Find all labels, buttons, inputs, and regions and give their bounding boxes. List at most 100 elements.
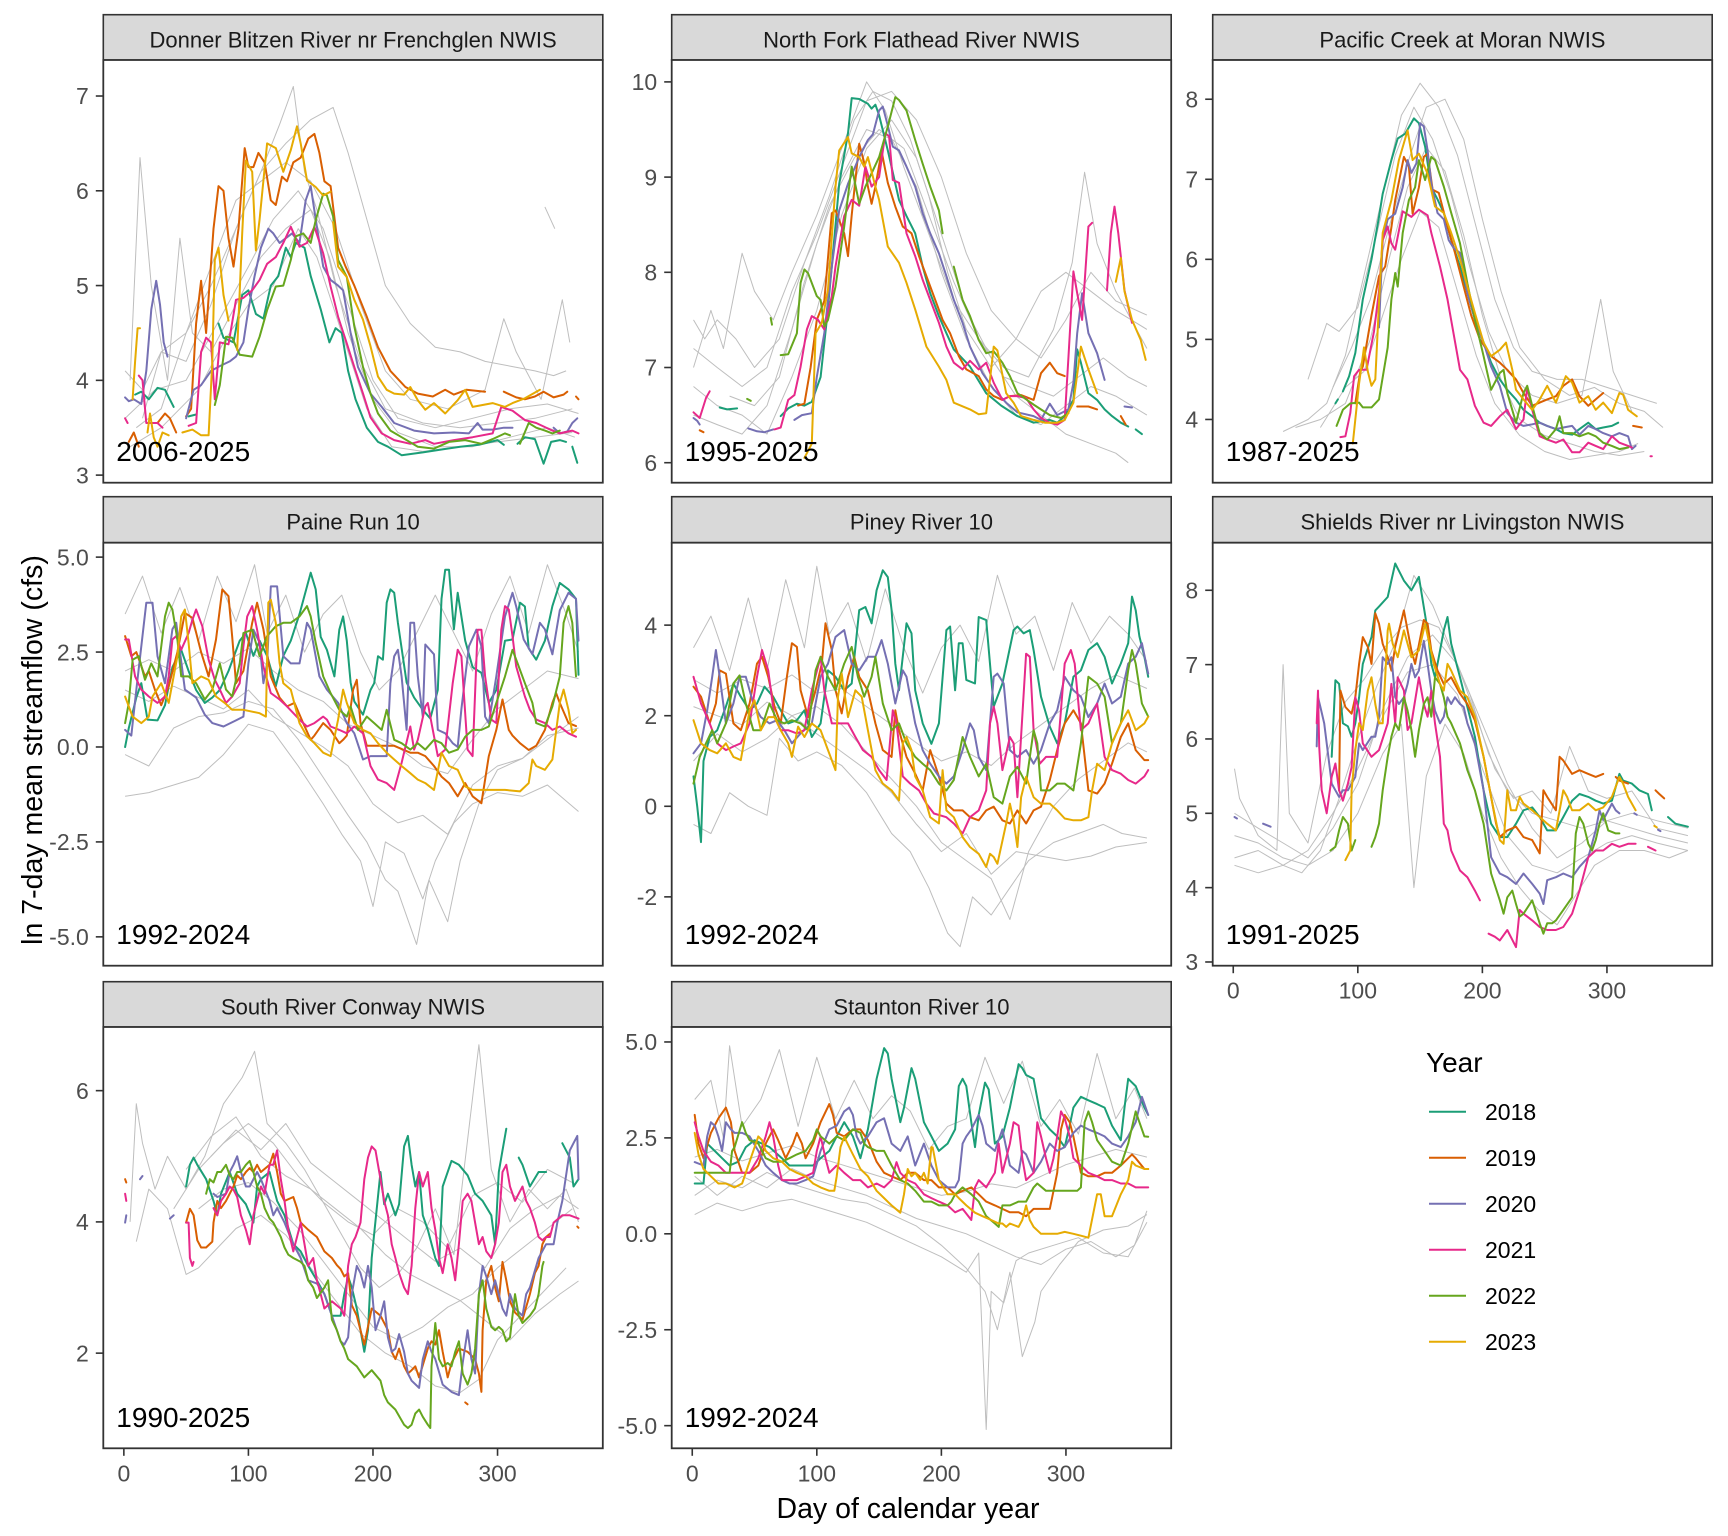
period-label: 2006-2025 — [116, 436, 250, 467]
series-line-2020 — [185, 185, 514, 435]
y-axis-title: ln 7-day mean streamflow (cfs) — [17, 555, 49, 945]
series-line-2021 — [692, 649, 1150, 835]
series-line-2020 — [1262, 822, 1272, 828]
plot-area — [103, 1027, 603, 1449]
series-line-2021 — [1315, 676, 1481, 902]
other-year-line — [1307, 106, 1633, 412]
other-year-line — [1234, 664, 1689, 874]
legend-item-2021: 2021 — [1429, 1237, 1536, 1263]
y-tick-label: -5.0 — [49, 924, 89, 950]
y-tick-label: 3 — [1185, 949, 1198, 975]
y-tick-label: 0.0 — [57, 734, 89, 760]
series-line-2022 — [779, 96, 944, 357]
facet-panel: Staunton River 10 -5.0 -2.5 0.0 2.5 5.0 1992-2… — [618, 980, 1173, 1486]
series-line-2020 — [124, 279, 169, 405]
y-tick-label: 4 — [1185, 407, 1198, 433]
series-line-2022 — [205, 1159, 545, 1429]
series-line-2018 — [1667, 816, 1689, 828]
x-tick-label: 0 — [1227, 978, 1240, 1004]
series-line-2020 — [692, 417, 701, 426]
y-tick-label: 4 — [76, 368, 89, 394]
y-tick-label: 7 — [644, 355, 657, 381]
series-line-2020 — [168, 1214, 175, 1220]
series-line-2019 — [1654, 789, 1666, 800]
panel-border — [1211, 59, 1714, 484]
series-line-2021 — [1647, 845, 1657, 852]
series-line-2019 — [124, 588, 577, 805]
legend-item-2023: 2023 — [1429, 1329, 1536, 1355]
other-year-line — [1319, 210, 1639, 460]
plot-lines — [124, 86, 580, 465]
legend-label: 2020 — [1485, 1191, 1536, 1217]
plot-area — [671, 1027, 1172, 1449]
series-line-2022 — [519, 422, 561, 445]
series-line-2018 — [561, 1142, 580, 1188]
series-line-2021 — [212, 1145, 580, 1317]
other-year-line — [693, 90, 1148, 368]
series-line-2019 — [576, 1225, 580, 1229]
facet-title: Donner Blitzen River nr Frenchglen NWIS — [149, 27, 556, 52]
other-year-line — [693, 81, 1148, 378]
facet-panels: Donner Blitzen River nr Frenchglen NWIS 3… — [49, 13, 1714, 1486]
plot-area — [103, 60, 603, 483]
period-label: 1991-2025 — [1226, 919, 1360, 950]
series-line-2023 — [1114, 257, 1147, 361]
series-line-2020 — [1315, 639, 1621, 905]
period-label: 1992-2024 — [685, 919, 819, 950]
series-line-2020 — [747, 427, 775, 434]
other-year-line — [544, 206, 556, 229]
x-tick-label: 300 — [478, 1460, 516, 1486]
plot-lines — [692, 565, 1150, 948]
panel-border — [102, 59, 604, 484]
legend-label: 2023 — [1485, 1329, 1536, 1355]
other-year-line — [124, 685, 579, 835]
series-line-2023 — [332, 221, 541, 415]
y-tick-label: 7 — [76, 83, 89, 109]
facet-title: Piney River 10 — [850, 509, 993, 534]
other-year-line — [693, 119, 1129, 464]
series-line-2021 — [185, 1221, 195, 1267]
other-year-line — [135, 1188, 567, 1393]
series-line-2020 — [793, 105, 1106, 421]
series-line-2023 — [693, 1131, 1150, 1239]
series-line-2021 — [1487, 842, 1637, 949]
x-tick-label: 100 — [229, 1460, 267, 1486]
plot-lines — [693, 1045, 1150, 1430]
facet-strip — [670, 495, 1173, 544]
x-axis-title: Day of calendar year — [777, 1493, 1040, 1525]
series-line-2023 — [803, 136, 1099, 459]
series-line-2021 — [693, 1110, 1150, 1221]
series-line-2020 — [124, 1214, 128, 1224]
y-tick-label: 5 — [1185, 327, 1198, 353]
series-line-2022 — [769, 317, 773, 326]
facet-strip — [670, 980, 1173, 1028]
series-line-2022 — [692, 645, 1150, 805]
facet-strip — [102, 13, 604, 61]
y-tick-label: 5.0 — [57, 544, 89, 570]
series-line-2022 — [1329, 816, 1357, 852]
series-line-2019 — [124, 1178, 128, 1184]
series-line-2022 — [693, 1110, 1150, 1228]
other-year-line — [124, 564, 579, 691]
series-line-2021 — [124, 1192, 128, 1202]
facet-strip — [102, 980, 604, 1028]
series-line-2023 — [181, 246, 230, 437]
series-line-2022 — [1370, 676, 1621, 935]
y-tick-label: 8 — [1185, 577, 1198, 603]
series-line-2022 — [746, 397, 752, 402]
other-year-line — [210, 1123, 579, 1269]
y-tick-label: 8 — [644, 260, 657, 286]
series-line-2018 — [516, 436, 568, 465]
other-year-line — [693, 715, 1147, 875]
series-line-2018 — [1134, 428, 1143, 436]
series-line-2019 — [185, 1152, 551, 1393]
plot-lines — [124, 1044, 580, 1429]
facet-panel: Donner Blitzen River nr Frenchglen NWIS 3… — [76, 13, 604, 488]
x-tick-label: 0 — [117, 1460, 130, 1486]
series-line-2022 — [952, 265, 1070, 419]
y-tick-label: 2 — [644, 703, 657, 729]
series-line-2022 — [1335, 155, 1630, 451]
legend-title: Year — [1426, 1047, 1483, 1078]
series-line-2023 — [1653, 824, 1658, 829]
y-tick-label: -2.5 — [49, 829, 89, 855]
